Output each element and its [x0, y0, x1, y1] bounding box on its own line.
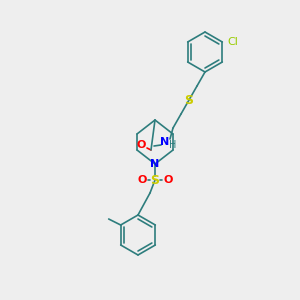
Text: S: S [184, 94, 194, 106]
Text: S: S [151, 173, 160, 187]
Text: N: N [150, 159, 160, 169]
Text: O: O [163, 175, 173, 185]
Text: Cl: Cl [227, 37, 238, 47]
Text: H: H [169, 140, 177, 150]
Text: N: N [160, 137, 169, 147]
Text: O: O [137, 175, 147, 185]
Text: O: O [136, 140, 146, 150]
